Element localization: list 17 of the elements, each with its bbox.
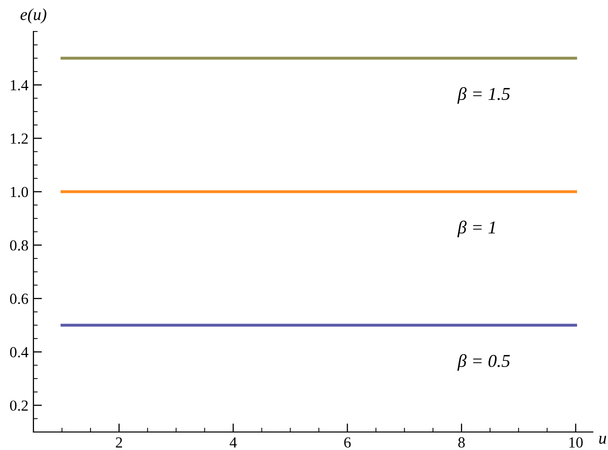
x-tick-label: 2	[116, 437, 122, 448]
y-tick-label: 1.0	[10, 186, 28, 198]
y-tick-label: 0.8	[10, 240, 28, 251]
y-tick-label: 1.2	[10, 133, 28, 144]
series-label: β = 1	[457, 220, 495, 238]
y-tick-label: 0.4	[10, 347, 28, 358]
x-tick-label: 8	[458, 437, 465, 448]
x-tick-label: 10	[569, 437, 583, 448]
x-tick-label: 4	[230, 437, 237, 448]
x-tick-label: 6	[344, 437, 351, 448]
series-label: β = 0.5	[457, 354, 510, 371]
y-tick-label: 0.2	[10, 400, 28, 411]
y-axis-title: e(u)	[20, 8, 46, 24]
y-tick-label: 0.6	[10, 294, 28, 304]
x-axis-title: u	[599, 436, 606, 444]
y-tick-label: 1.4	[10, 80, 28, 90]
series-label: β = 1.5	[457, 87, 510, 104]
